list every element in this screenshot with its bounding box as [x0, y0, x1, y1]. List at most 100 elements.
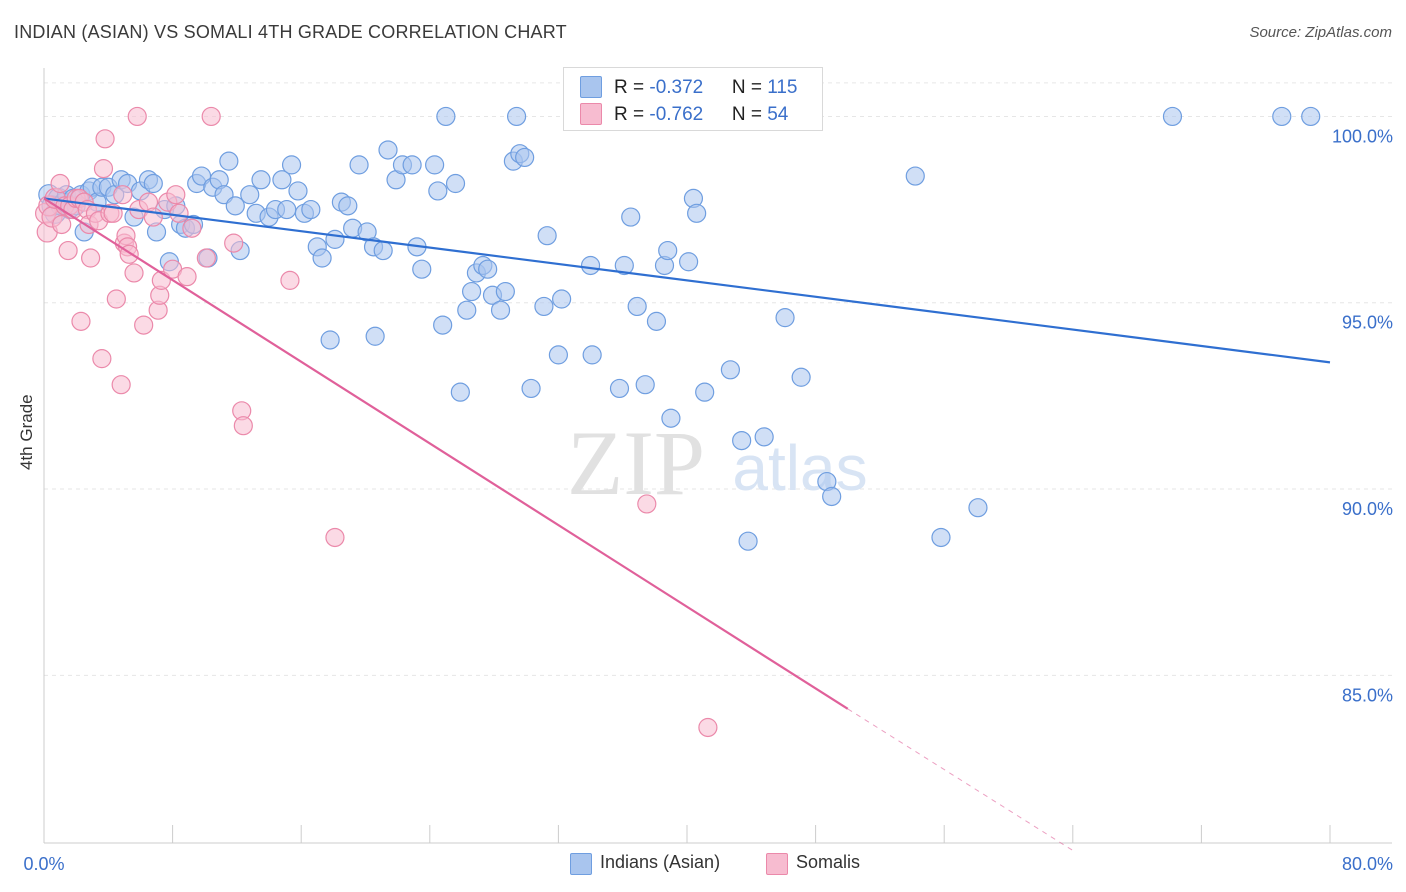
n-label: N =: [731, 104, 768, 125]
somalis-point: [233, 416, 253, 436]
indians-point: [288, 181, 308, 201]
chart-title: INDIAN (ASIAN) VS SOMALI 4TH GRADE CORRE…: [14, 22, 567, 42]
somalis-point: [71, 311, 91, 331]
indians-point: [905, 166, 925, 186]
somalis-point: [325, 527, 345, 548]
indians-point: [720, 360, 741, 380]
indians-point: [775, 308, 795, 328]
indians-point: [495, 281, 515, 302]
somalis-point: [169, 203, 189, 223]
y-axis-label: 4th Grade: [17, 394, 36, 470]
indians-point: [428, 181, 448, 201]
indians-point: [609, 378, 630, 399]
indians-point: [240, 185, 260, 205]
r-value: -0.372: [649, 77, 704, 98]
somalis-point: [106, 289, 126, 309]
source-label: Source: ZipAtlas.com: [1249, 24, 1392, 41]
indians-point: [338, 196, 358, 216]
indians-point: [695, 382, 715, 402]
somalis-point: [81, 248, 101, 268]
indians-point: [143, 173, 163, 194]
indians-point: [621, 207, 641, 227]
watermark-zip: ZIP: [567, 412, 705, 514]
indians-trend-line: [43, 197, 1331, 364]
indians-point: [627, 296, 647, 317]
indians-point: [490, 300, 511, 320]
indians-point: [436, 106, 456, 127]
somalis-point: [111, 375, 131, 395]
somalis-point: [50, 173, 70, 194]
somalis-point: [224, 233, 244, 253]
indians-point: [738, 531, 758, 551]
somalis-point: [124, 263, 144, 283]
indians-point: [822, 486, 842, 507]
somalis-point: [177, 267, 197, 287]
indians-point: [281, 155, 302, 175]
indians-point: [580, 255, 601, 276]
n-value: 54: [767, 104, 789, 125]
indians-point: [461, 281, 482, 302]
indians-point: [457, 300, 477, 320]
indians-point: [515, 147, 535, 168]
indians-point: [679, 252, 699, 272]
indians-point: [349, 155, 369, 175]
indians-point: [931, 527, 951, 548]
y-tick-label: 95.0%: [1342, 313, 1393, 333]
tick-labels: 85.0% 90.0% 95.0% 100.0% 0.0% 80.0%: [23, 126, 1393, 874]
somalis-trend-line: [43, 197, 849, 710]
indians-point: [478, 259, 498, 279]
somalis-point: [698, 717, 718, 738]
indians-point: [658, 240, 678, 261]
indians-point: [646, 311, 667, 331]
indians-point: [1272, 106, 1292, 127]
somalis-point: [95, 129, 115, 149]
indians-point: [225, 196, 245, 216]
indians-point: [582, 345, 602, 365]
trend-lines: [43, 197, 1331, 851]
n-value: 115: [767, 77, 798, 98]
somalis-swatch: [580, 103, 602, 125]
data-points: [35, 106, 1321, 738]
indians-point: [365, 326, 385, 346]
indians-point: [687, 203, 707, 223]
somalis-point: [182, 218, 202, 238]
indians-point: [548, 345, 569, 365]
axes: [43, 68, 1392, 844]
indians-legend-swatch: [570, 853, 592, 875]
r-value: -0.762: [649, 104, 704, 125]
indians-swatch: [580, 76, 602, 98]
indians-point: [425, 155, 445, 175]
indians-point: [1301, 106, 1321, 127]
somalis-point: [196, 248, 216, 268]
y-tick-label: 90.0%: [1342, 499, 1393, 519]
y-tick-label: 100.0%: [1332, 126, 1393, 146]
indians-point: [537, 226, 557, 246]
indians-point: [325, 229, 345, 249]
indians-point: [320, 330, 340, 350]
indians-point: [450, 382, 470, 402]
indians-point: [754, 427, 774, 447]
somalis-point: [166, 185, 186, 205]
stats-box: R = -0.372 N = 115 R = -0.762 N = 54: [563, 67, 823, 131]
somalis-point: [93, 159, 114, 179]
somalis-point: [58, 240, 78, 261]
x-tick-label: 0.0%: [23, 854, 64, 874]
indians-point: [521, 378, 541, 399]
indians-point: [791, 367, 811, 387]
n-label: N =: [731, 77, 768, 98]
indians-point: [534, 296, 554, 317]
indians-point: [507, 106, 527, 127]
legend-label: Indians (Asian): [600, 852, 721, 872]
indians-point: [661, 408, 681, 428]
indians-point: [552, 289, 572, 309]
grid-lines: [44, 82, 1392, 676]
x-tick-label: 80.0%: [1342, 854, 1393, 874]
indians-point: [635, 375, 655, 395]
indians-point: [373, 240, 393, 261]
indians-point: [732, 430, 752, 451]
indians-point: [312, 248, 332, 268]
legend-label: Somalis: [796, 852, 861, 872]
indians-point: [968, 498, 988, 518]
indians-point: [301, 199, 321, 220]
